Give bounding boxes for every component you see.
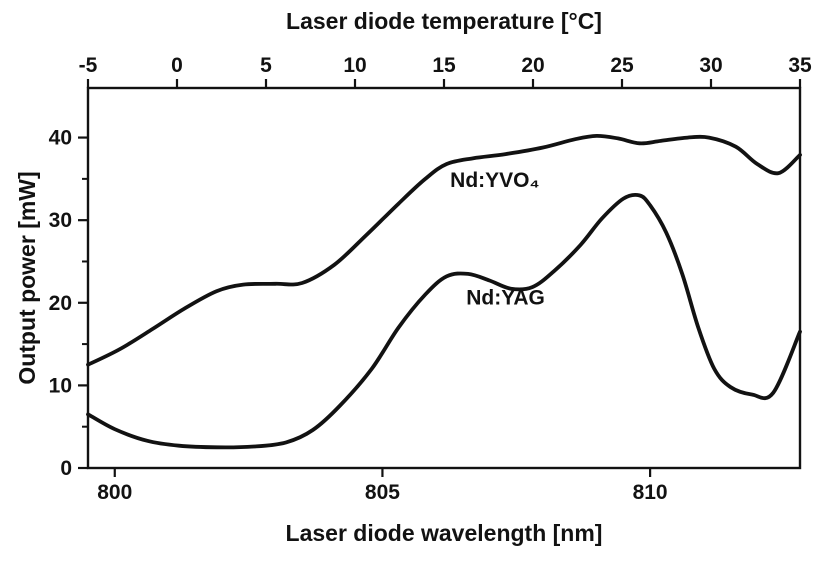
x2-tick-label: 35 — [788, 54, 812, 77]
x2-tick-label: 20 — [521, 54, 544, 77]
x-axis-title: Laser diode wavelength [nm] — [285, 520, 603, 546]
x2-tick-label: -5 — [79, 54, 98, 77]
x2-tick-label: 25 — [610, 54, 634, 77]
y-tick-label: 20 — [49, 292, 72, 315]
x2-tick-label: 15 — [432, 54, 456, 77]
x-tick-label: 805 — [365, 481, 400, 504]
y-axis-title: Output power [mW] — [14, 171, 40, 385]
top-axis-title: Laser diode temperature [°C] — [286, 8, 602, 34]
x-tick-label: 810 — [633, 481, 668, 504]
y-tick-label: 10 — [49, 374, 72, 397]
x2-tick-label: 5 — [260, 54, 272, 77]
y-tick-label: 40 — [49, 127, 72, 150]
series-label-nd-yvo: Nd:YVO₄ — [450, 169, 539, 192]
y-tick-label: 30 — [49, 209, 72, 232]
series-label-nd-yag: Nd:YAG — [466, 286, 545, 309]
x2-tick-label: 30 — [699, 54, 722, 77]
y-tick-label: 0 — [60, 457, 72, 480]
x2-tick-label: 0 — [171, 54, 183, 77]
series-line-nd-yag — [86, 193, 802, 450]
series-line-nd-yvo — [86, 133, 802, 367]
x2-tick-label: 10 — [343, 54, 366, 77]
x-tick-label: 800 — [97, 481, 132, 504]
